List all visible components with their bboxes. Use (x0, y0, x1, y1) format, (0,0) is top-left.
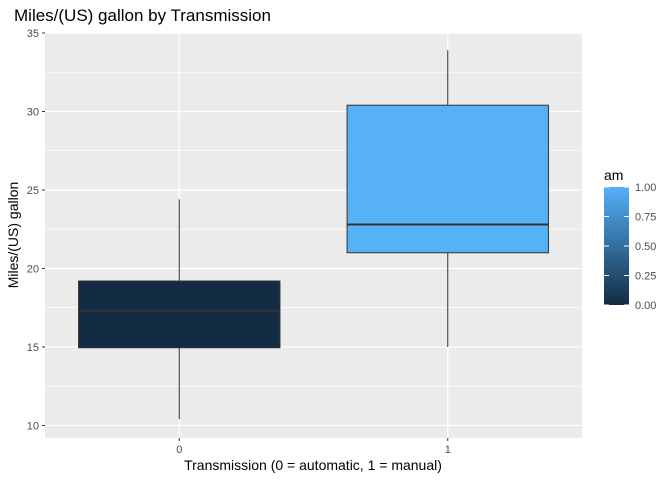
box-iqr (78, 280, 281, 349)
legend-tick-label: 1.00 (635, 182, 656, 194)
box-series (78, 50, 549, 420)
x-tick-label: 0 (176, 444, 182, 456)
box-0 (78, 199, 281, 420)
y-axis-title: Miles/(US) gallon (5, 182, 21, 289)
legend-tick-label: 0.00 (635, 300, 656, 312)
box-1 (346, 50, 549, 347)
chart-title: Miles/(US) gallon by Transmission (14, 6, 271, 25)
legend-tick-label: 0.75 (635, 212, 656, 224)
y-tick-label: 20 (27, 263, 39, 275)
legend-title: am (604, 167, 623, 183)
legend-tick-label: 0.25 (635, 271, 656, 283)
x-tick-label: 1 (445, 444, 451, 456)
y-tick-label: 35 (27, 28, 39, 40)
y-tick-label: 25 (27, 185, 39, 197)
y-tick-label: 30 (27, 106, 39, 118)
y-axis-ticks: 10 15 20 25 30 35 (27, 28, 45, 432)
legend: am 0.00 0.25 0.50 0.75 1.00 (604, 167, 656, 312)
legend-ticks: 0.00 0.25 0.50 0.75 1.00 (604, 182, 656, 312)
x-axis-title: Transmission (0 = automatic, 1 = manual) (184, 457, 442, 473)
y-tick-label: 10 (27, 420, 39, 432)
y-tick-label: 15 (27, 342, 39, 354)
legend-tick-label: 0.50 (635, 241, 656, 253)
box-iqr (346, 104, 549, 254)
